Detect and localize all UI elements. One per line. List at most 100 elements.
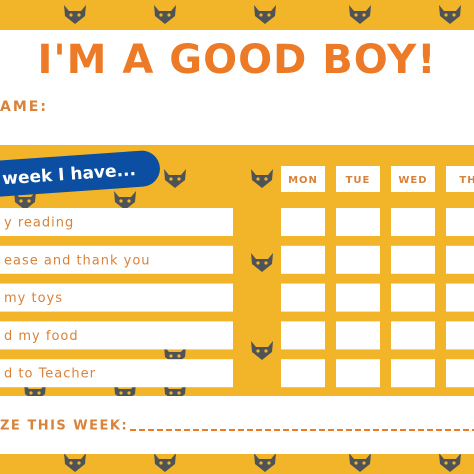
fox-eye [119,391,123,395]
fox-eye [267,461,271,465]
fox-eye [69,13,73,17]
fox-eye [256,349,260,353]
task-text: my toys [4,291,63,306]
fox-head [64,453,86,472]
day-header: TUE [346,175,371,186]
fox-eye [37,391,41,395]
checkbox [446,359,474,388]
fox-head [154,453,176,472]
fox [164,169,186,188]
fox [439,453,461,472]
task-box [0,245,233,274]
name-label: AME: [0,99,48,115]
fox-eye [256,261,260,265]
fox-head [14,191,36,210]
checkbox [281,321,325,350]
fox [349,5,371,24]
fox [254,453,276,472]
fox-head [164,169,186,188]
fox-eye [169,177,173,181]
task-text: d my food [4,329,79,344]
fox-eye [159,13,163,17]
fox-head [114,191,136,210]
task-box [0,359,233,388]
fox-eye [452,13,456,17]
pill: week I have... [0,150,160,197]
fox [251,341,273,360]
fox [254,5,276,24]
fox-eye [177,391,181,395]
checkbox [336,321,380,350]
fox [64,453,86,472]
fox-head [254,5,276,24]
task-text: y reading [4,216,74,231]
fox-eye [167,13,171,17]
fox-eye [264,261,268,265]
fox-eye [159,461,163,465]
fox-eye [259,13,263,17]
day-header-box [281,166,325,192]
task-box [0,208,233,236]
fox [64,5,86,24]
fox-head [349,453,371,472]
fox-eye [119,199,123,203]
checkbox [391,359,435,388]
fox-eye [177,177,181,181]
pill-shape [0,150,160,197]
checkbox-grid: MON TUE WED TH y reading ease and thank you my… [0,166,474,388]
fox-head [64,5,86,24]
checkbox [446,245,474,274]
fox [154,5,176,24]
checkbox [281,359,325,388]
checkbox [391,245,435,274]
day-header-box [446,166,474,192]
day-header: WED [398,175,427,186]
fox-eye [267,13,271,17]
day-header-box [336,166,380,192]
fox-eye [127,391,131,395]
fox-eye [77,461,81,465]
checkbox [446,208,474,236]
fox [251,169,273,188]
fox-eye [354,13,358,17]
fox-eye [69,461,73,465]
header-band [0,30,474,145]
checkbox [281,208,325,236]
fox-eye [259,461,263,465]
fox-eye [167,461,171,465]
fox-eye [256,177,260,181]
fox-eye [444,461,448,465]
fox-eye [354,461,358,465]
fox-head [439,5,461,24]
fox-pattern [14,5,461,472]
fox-eye [77,13,81,17]
checkbox [446,321,474,350]
fox-head [254,453,276,472]
day-header: TH [459,175,474,186]
fox-head [154,5,176,24]
fox-eye [169,391,173,395]
checkbox [391,283,435,312]
fox [154,453,176,472]
fox-eye [264,349,268,353]
checkbox [391,321,435,350]
checkbox [336,245,380,274]
checkbox [391,208,435,236]
checkbox [446,283,474,312]
fox-eye [362,13,366,17]
task-text: ease and thank you [4,253,151,268]
fox-eye [444,13,448,17]
task-box [0,321,233,350]
fox-eye [27,199,31,203]
fox-eye [169,354,173,358]
day-header-box [391,166,435,192]
checkbox [336,283,380,312]
fox-eye [127,199,131,203]
checkbox [281,245,325,274]
fox-eye [362,461,366,465]
checkbox [281,283,325,312]
fox-head [251,169,273,188]
task-text: d to Teacher [4,367,96,382]
fox-head [349,5,371,24]
